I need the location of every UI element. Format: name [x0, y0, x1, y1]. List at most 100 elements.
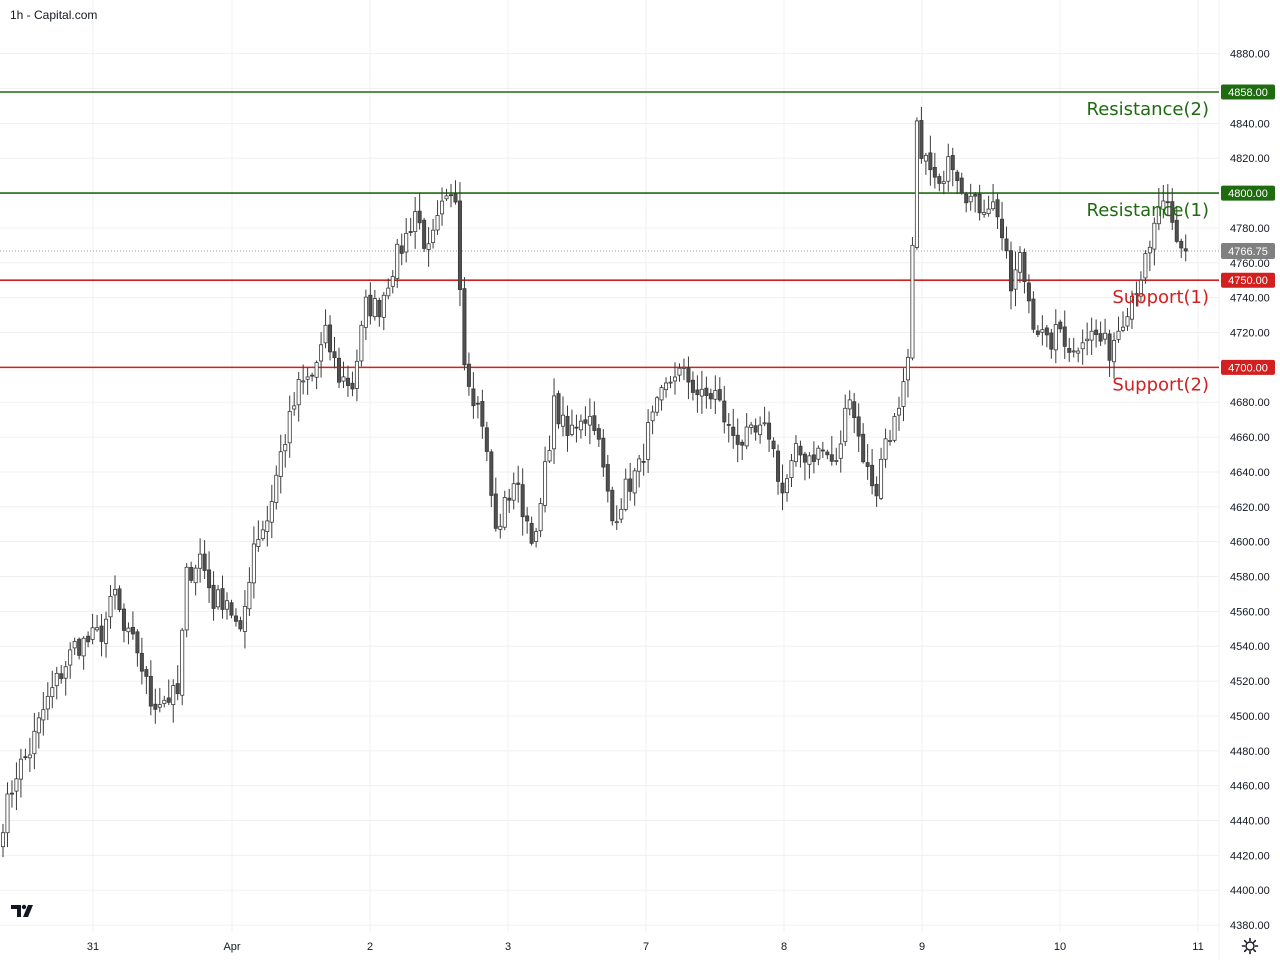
- candle-body: [189, 567, 194, 581]
- candle-body: [968, 195, 973, 203]
- candle: [180, 627, 185, 706]
- candle-body: [516, 482, 521, 485]
- candle-body: [955, 171, 960, 181]
- candle-body: [453, 193, 458, 203]
- candle-body: [395, 243, 400, 279]
- candle-body: [552, 395, 557, 450]
- candle-body: [184, 566, 189, 631]
- candle-body: [354, 360, 359, 389]
- settings-gear-icon[interactable]: [1241, 937, 1259, 955]
- candle: [256, 520, 261, 552]
- candle: [1125, 307, 1130, 331]
- candle-body: [776, 450, 781, 482]
- candle: [457, 182, 462, 307]
- candle-body: [708, 393, 713, 400]
- candle: [247, 567, 252, 617]
- candle: [556, 390, 561, 429]
- candle: [238, 616, 243, 632]
- candle: [399, 233, 404, 266]
- candle-body: [359, 324, 364, 362]
- candle: [632, 467, 637, 506]
- y-tick-label: 4720.00: [1230, 328, 1270, 340]
- candle-body: [888, 440, 893, 442]
- candle: [498, 513, 503, 539]
- candle-body: [991, 201, 996, 210]
- candle-body: [1058, 321, 1063, 330]
- candle-body: [287, 411, 292, 444]
- candle: [72, 637, 77, 656]
- y-tick-label: 4580.00: [1230, 572, 1270, 584]
- x-tick-label: 11: [1192, 941, 1203, 953]
- candle-body: [435, 215, 440, 231]
- candle: [198, 538, 203, 583]
- candle-body: [964, 193, 969, 204]
- candle: [23, 748, 28, 761]
- candle: [802, 451, 807, 481]
- candle-body: [126, 627, 131, 633]
- candle-body: [440, 200, 445, 215]
- candle: [14, 762, 19, 811]
- candle-body: [610, 489, 615, 522]
- candle: [1000, 201, 1005, 251]
- candle: [529, 516, 534, 546]
- candle: [148, 660, 153, 716]
- candle: [1062, 310, 1067, 359]
- candle-body: [148, 675, 153, 707]
- candle: [207, 551, 212, 603]
- candle-body: [829, 454, 834, 462]
- candle-body: [785, 478, 790, 494]
- candle-body: [301, 380, 306, 383]
- candle: [677, 363, 682, 382]
- candle: [919, 106, 924, 164]
- candle: [77, 637, 82, 660]
- candle-body: [247, 581, 252, 610]
- candle-body: [1049, 332, 1054, 350]
- candle: [1138, 271, 1143, 302]
- candle-body: [834, 460, 839, 462]
- candle: [440, 187, 445, 226]
- candle-body: [1103, 332, 1108, 340]
- candle-body: [1076, 350, 1081, 354]
- candle-body: [368, 294, 373, 317]
- support-price-badge: [1221, 359, 1275, 375]
- candle: [157, 687, 162, 713]
- candle-body: [1080, 342, 1085, 350]
- tradingview-logo-icon[interactable]: [10, 901, 38, 921]
- candle: [36, 711, 41, 749]
- candle: [847, 390, 852, 416]
- candle-body: [292, 405, 297, 410]
- candle-body: [1017, 252, 1022, 273]
- y-tick-label: 4680.00: [1230, 397, 1270, 409]
- candle: [753, 418, 758, 441]
- candle-body: [937, 176, 942, 184]
- x-tick-label: 9: [919, 941, 925, 953]
- candle-body: [1094, 329, 1099, 336]
- candle-body: [605, 464, 610, 492]
- candle-body: [883, 438, 888, 460]
- candle-body: [731, 426, 736, 436]
- candle: [610, 486, 615, 526]
- candle: [229, 599, 234, 619]
- candle-body: [1085, 338, 1090, 342]
- candle-body: [641, 460, 646, 463]
- candle: [305, 367, 310, 395]
- candle-body: [735, 434, 740, 445]
- candle: [328, 315, 333, 361]
- candle: [870, 449, 875, 495]
- candle-body: [207, 569, 212, 589]
- candle: [224, 592, 229, 620]
- candle-body: [843, 407, 848, 443]
- resistance-label: Resistance(2): [1087, 99, 1210, 120]
- candle: [278, 434, 283, 494]
- candle-body: [1143, 253, 1148, 279]
- candle: [1058, 319, 1063, 333]
- candle-body: [211, 584, 216, 609]
- candle-body: [475, 402, 480, 405]
- time-axis[interactable]: 31 Apr 2 3 7 8 9 10 11: [87, 941, 1204, 953]
- candle-body: [767, 422, 772, 440]
- candle: [162, 695, 167, 708]
- candle: [798, 440, 803, 468]
- candle: [780, 464, 785, 511]
- candle: [986, 195, 991, 217]
